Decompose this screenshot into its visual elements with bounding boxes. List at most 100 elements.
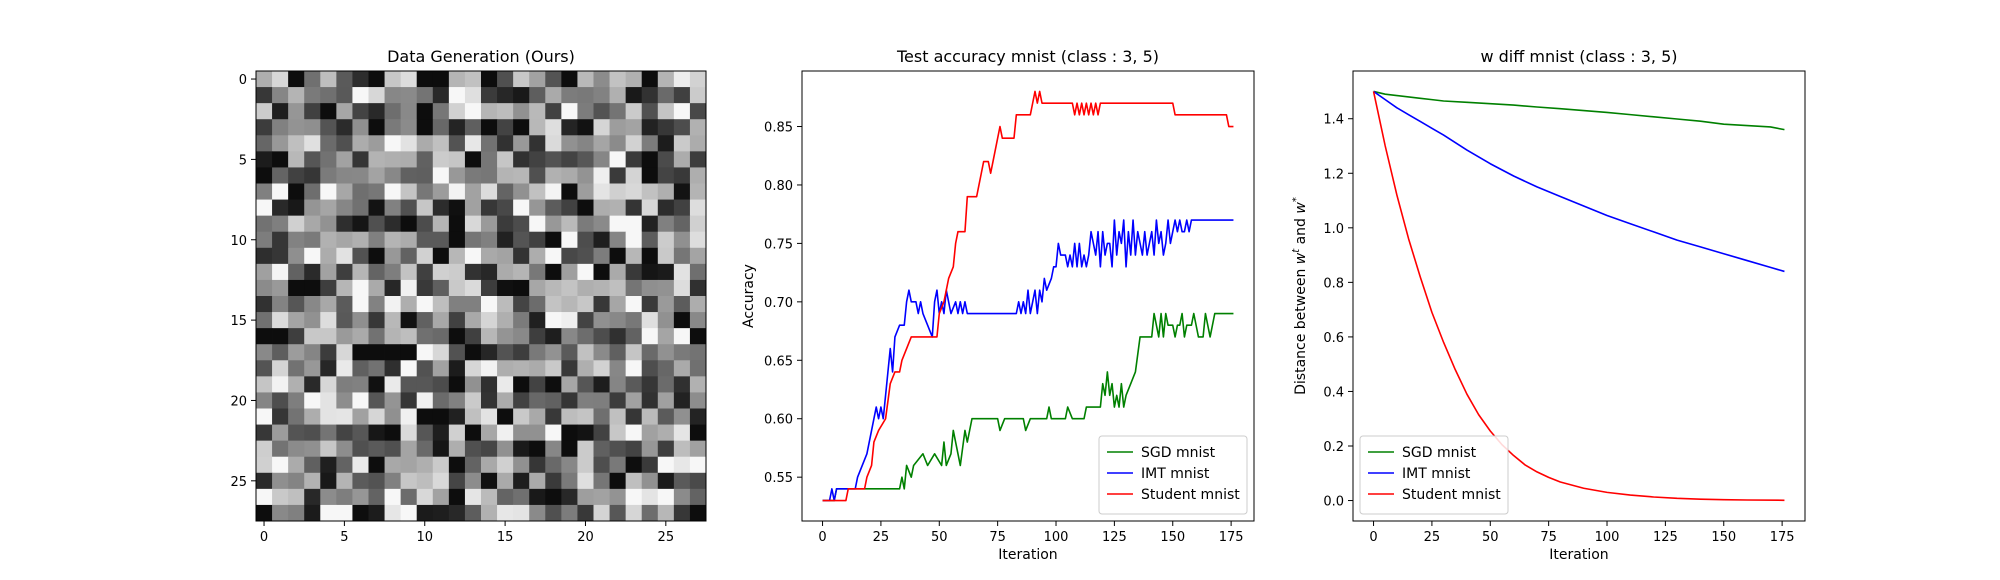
xtick-label: 50 — [1482, 530, 1499, 545]
series-line-sgd-mnist — [822, 312, 1234, 502]
heatmap-cell — [657, 215, 675, 233]
heatmap-cell — [529, 312, 546, 329]
heatmap-cell — [288, 456, 305, 474]
heatmap-cell — [288, 408, 305, 425]
heatmap-cell — [673, 263, 691, 281]
heatmap-cell — [497, 87, 514, 104]
heatmap-cell — [336, 87, 353, 104]
heatmap-cell — [641, 87, 659, 104]
heatmap-cell — [609, 199, 627, 217]
heatmap-cell — [256, 151, 273, 168]
heatmap-cell — [464, 344, 482, 361]
heatmap-cell — [561, 199, 578, 217]
heatmap-cell — [593, 215, 610, 233]
heatmap-cell — [689, 151, 707, 168]
heatmap-cell — [288, 312, 305, 329]
heatmap-cell — [497, 504, 514, 522]
heatmap-cell — [288, 247, 305, 265]
heatmap-cell — [481, 119, 498, 136]
heatmap-cell — [577, 215, 594, 233]
heatmap-cell — [272, 296, 289, 313]
heatmap-cell — [625, 296, 643, 313]
heatmap-cell — [352, 328, 369, 345]
heatmap-cell — [384, 231, 402, 249]
heatmap-cell — [336, 312, 353, 329]
heatmap-cell — [400, 360, 418, 377]
heatmap-cell — [288, 183, 305, 200]
heatmap-cell — [320, 456, 337, 474]
heatmap-cell — [432, 71, 450, 88]
legend-box — [1359, 435, 1509, 515]
heatmap-cell — [400, 151, 418, 168]
heatmap-cell — [320, 183, 337, 200]
heatmap-cell — [577, 312, 594, 329]
heatmap-cell — [256, 103, 273, 120]
heatmap-cell — [673, 360, 691, 377]
ytick-label: 0.8 — [1323, 276, 1344, 291]
heatmap-cell — [689, 199, 707, 217]
xtick-label: 50 — [931, 530, 948, 545]
heatmap-cell — [609, 376, 627, 393]
heatmap-cell — [336, 231, 353, 249]
heatmap-cell — [625, 472, 643, 490]
heatmap-cell — [320, 263, 337, 281]
heatmap-cell — [448, 312, 466, 329]
heatmap-cell — [593, 488, 610, 506]
wdiff-ticks: 0 25 50 75 100 125 150 175 0.0 0.2 0.4 0.6 0.8 1.0 1.2… — [1323, 113, 1794, 545]
xtick-label: 125 — [1653, 530, 1678, 545]
ytick-label: 0.0 — [1323, 495, 1344, 510]
heatmap-cell — [320, 296, 337, 313]
heatmap-cell — [657, 424, 675, 442]
heatmap-cell — [641, 504, 659, 522]
heatmap-cell — [384, 71, 402, 88]
ytick-label: 0.65 — [764, 354, 793, 369]
heatmap-cell — [352, 151, 369, 168]
heatmap-cell — [641, 392, 659, 409]
heatmap-cell — [448, 199, 466, 217]
heatmap-cell — [352, 424, 369, 442]
heatmap-cell — [400, 440, 418, 458]
heatmap-cell — [513, 296, 530, 313]
heatmap-cell — [432, 344, 450, 361]
heatmap-cell — [497, 215, 514, 233]
heatmap-cell — [400, 199, 418, 217]
heatmap-cell — [561, 424, 578, 442]
heatmap-cell — [545, 440, 562, 458]
heatmap-cell — [320, 488, 337, 506]
heatmap-cell — [384, 296, 402, 313]
heatmap-cell — [416, 103, 434, 120]
heatmap-cell — [513, 247, 530, 265]
heatmap-cell — [673, 215, 691, 233]
heatmap-cell — [513, 231, 530, 249]
heatmap-cell — [673, 279, 691, 297]
heatmap-cell — [673, 231, 691, 249]
heatmap-cell — [609, 504, 627, 522]
heatmap-cell — [288, 344, 305, 361]
heatmap-cell — [320, 360, 337, 377]
heatmap-cell — [256, 247, 273, 265]
heatmap-cell — [368, 504, 385, 522]
ytick-label: 0.2 — [1323, 440, 1344, 455]
wdiff-ylabel-w2: w — [1293, 202, 1309, 214]
heatmap-cell — [513, 376, 530, 393]
heatmap-cell — [577, 392, 594, 409]
heatmap-cell — [593, 231, 610, 249]
heatmap-cell — [689, 263, 707, 281]
heatmap-cell — [673, 392, 691, 409]
heatmap-cell — [448, 279, 466, 297]
heatmap-cell — [416, 376, 434, 393]
heatmap-cell — [304, 87, 321, 104]
heatmap-cell — [577, 151, 594, 168]
heatmap-cell — [481, 231, 498, 249]
heatmap-cell — [641, 167, 659, 184]
heatmap-cell — [304, 151, 321, 168]
heatmap-ytick-label: 5 — [239, 153, 247, 168]
heatmap-cell — [304, 328, 321, 345]
heatmap-cell — [320, 328, 337, 345]
heatmap-cell — [400, 472, 418, 490]
heatmap-cell — [529, 151, 546, 168]
heatmap-cell — [481, 312, 498, 329]
heatmap-cell — [384, 263, 402, 281]
heatmap-cell — [641, 296, 659, 313]
heatmap-cell — [464, 488, 482, 506]
